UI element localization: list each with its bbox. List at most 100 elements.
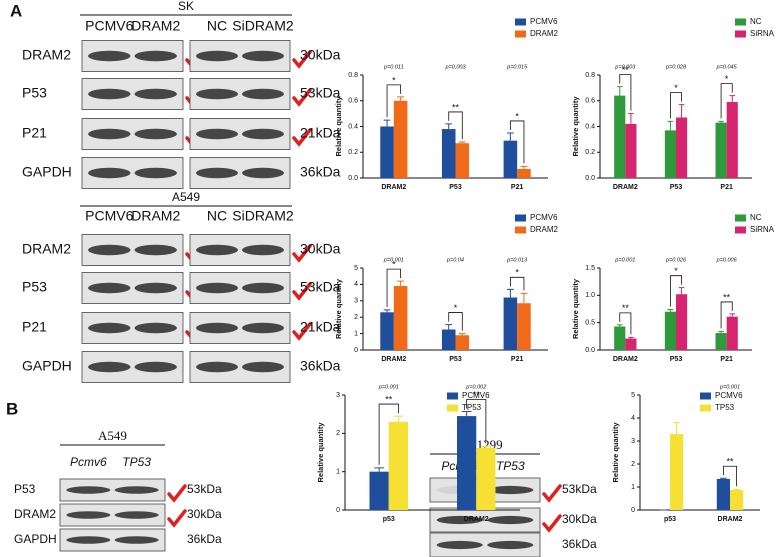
legend-swatch — [515, 226, 526, 234]
blot-band — [88, 282, 131, 294]
legend-label: SiRNA — [750, 29, 775, 38]
legend-swatch — [735, 18, 746, 26]
bar — [726, 102, 738, 178]
error-bar — [393, 415, 404, 422]
blot-band — [88, 244, 131, 256]
legend-label: PCMV6 — [530, 17, 558, 26]
error-bar — [506, 288, 514, 298]
x-tick-label: P21 — [720, 356, 733, 363]
blot-band — [134, 244, 177, 256]
blot-row-label: P53 — [14, 482, 36, 496]
lane-label: PCMV6 — [85, 18, 133, 34]
blot-band — [88, 167, 131, 179]
legend-swatch — [515, 214, 526, 222]
bar — [369, 471, 389, 510]
p-value: p=0.001 — [719, 384, 740, 390]
error-bar — [678, 287, 685, 295]
y-tick-label: 0 — [354, 347, 358, 354]
x-tick-label: DRAM2 — [613, 356, 638, 363]
significance-bracket — [619, 74, 632, 111]
blot-band — [134, 50, 177, 62]
bar — [614, 95, 626, 178]
blot-band — [196, 244, 238, 256]
significance-bracket — [720, 301, 733, 329]
blot-band — [242, 167, 284, 179]
significance-bracket — [386, 84, 402, 118]
check-mark — [167, 509, 187, 528]
lane-label: TP53 — [496, 459, 525, 473]
bar — [441, 129, 456, 178]
error-bar — [397, 280, 405, 287]
blot-band — [242, 282, 284, 294]
blot-band — [196, 128, 238, 140]
blot-size-label: 36kDa — [187, 532, 222, 546]
error-bar — [667, 120, 674, 131]
significance-bracket — [386, 268, 402, 307]
legend-swatch — [735, 226, 746, 234]
blot-band — [436, 540, 483, 550]
legend-label: TP53 — [462, 403, 482, 412]
blot-band — [196, 50, 238, 62]
significance: ** — [622, 65, 630, 75]
significance: * — [515, 111, 519, 121]
blot-size-label: 21kDa — [300, 319, 341, 335]
error-bar — [445, 324, 453, 330]
error-bar — [678, 104, 685, 118]
blot-band — [114, 486, 159, 494]
significance: ** — [622, 303, 630, 313]
error-bar — [628, 113, 634, 124]
x-tick-label: DRAM2 — [381, 356, 406, 363]
error-bar — [520, 165, 528, 169]
blot-band — [114, 536, 159, 544]
legend-swatch — [735, 30, 746, 38]
error-bar — [673, 422, 680, 435]
p-value: p=0.011 — [383, 64, 404, 70]
bar — [726, 316, 738, 350]
p-value: p=0.013 — [506, 257, 528, 263]
significance: * — [454, 303, 458, 313]
y-tick-label: 2 — [631, 461, 635, 468]
x-tick-label: P21 — [511, 356, 524, 363]
legend-label: SiRNA — [750, 225, 775, 234]
bar — [380, 312, 394, 350]
significance-bracket — [509, 276, 525, 291]
legend-label: PCMV6 — [715, 391, 743, 400]
blot-band — [134, 88, 177, 100]
x-tick-label: DRAM2 — [613, 184, 638, 191]
blot-size-label: 36kDa — [300, 358, 341, 374]
error-bar — [520, 292, 528, 304]
check-mark — [542, 514, 562, 533]
blot-band — [88, 322, 131, 334]
blot-size-label: 36kDa — [300, 164, 341, 180]
bar — [393, 286, 408, 350]
error-bar — [729, 313, 736, 317]
significance: ** — [452, 102, 460, 112]
y-tick-label: 0.8 — [585, 72, 595, 79]
blot-band — [436, 515, 483, 525]
significance-bracket — [670, 275, 682, 307]
error-bar — [733, 488, 740, 490]
y-tick-label: 0.6 — [585, 98, 595, 105]
significance: ** — [726, 457, 734, 467]
check-mark — [292, 88, 312, 107]
blot-band — [114, 511, 159, 519]
bar — [715, 122, 727, 178]
blot-size-label: 21kDa — [300, 125, 341, 141]
bar — [517, 168, 531, 178]
error-bar — [718, 330, 724, 334]
legend-swatch — [700, 392, 711, 400]
y-tick-label: 3 — [631, 438, 635, 445]
legend-label: PCMV6 — [462, 391, 490, 400]
p-value: p=0.006 — [716, 257, 738, 263]
y-tick-label: 0 — [631, 507, 635, 514]
blot-row-label: GAPDH — [22, 164, 72, 180]
p-value: p=0.001 — [378, 384, 399, 390]
bar — [388, 421, 408, 510]
x-tick-label: DRAM2 — [381, 184, 406, 191]
y-tick-label: 2 — [336, 430, 340, 437]
bar — [503, 297, 518, 350]
blot-title: A549 — [172, 190, 200, 204]
blot-band — [242, 322, 284, 334]
significance-bracket — [448, 312, 463, 331]
significance: * — [725, 74, 729, 84]
